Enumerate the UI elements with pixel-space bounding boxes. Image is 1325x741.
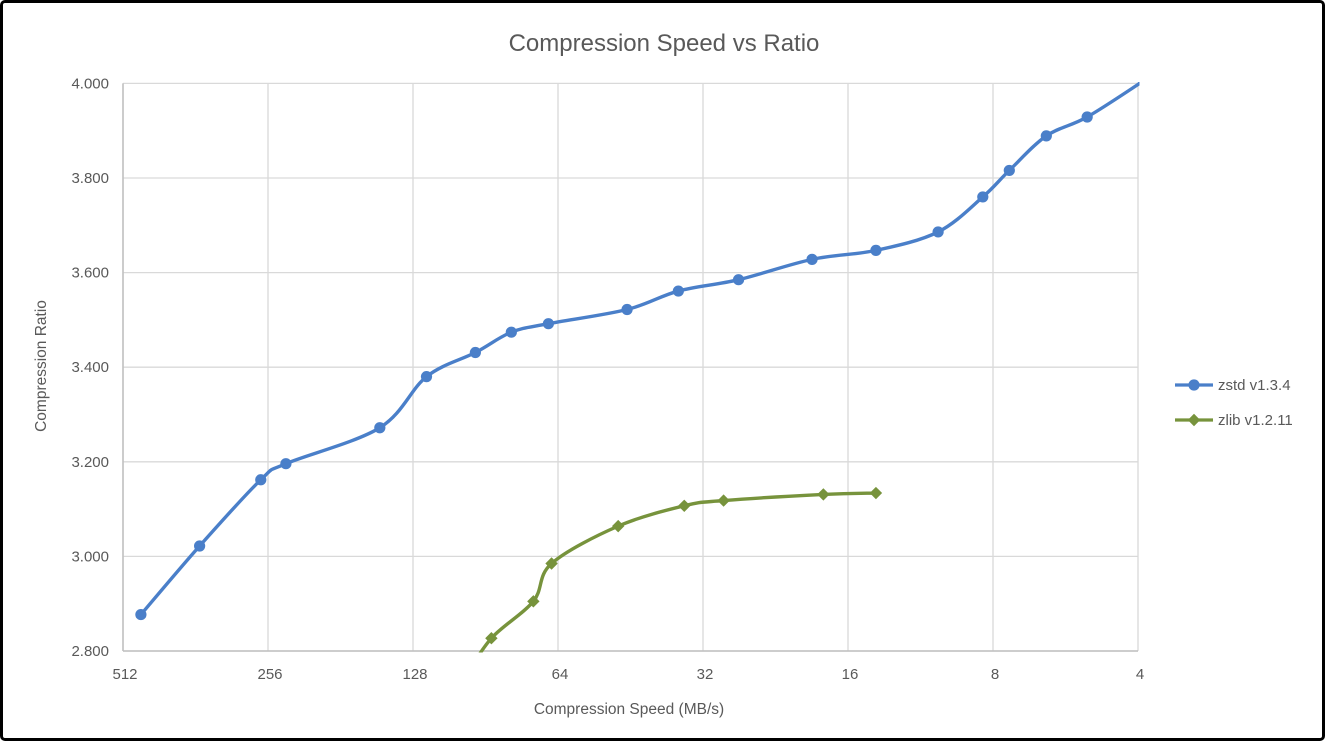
circle-marker-zstd [194,540,206,552]
circle-marker-zstd [1040,130,1052,142]
x-tick-label: 32 [697,666,714,683]
circle-marker-zstd [420,371,433,383]
gridlines-group [122,82,1139,652]
x-tick-label: 128 [402,666,427,683]
legend-item-zlib[interactable]: zlib v1.2.11 [1175,412,1293,429]
circle-marker-zstd [374,422,386,434]
circle-marker-zstd [135,608,147,621]
x-tick-label: 512 [112,666,137,683]
diamond-marker-zlib [869,486,883,500]
circle-marker-zstd [1081,111,1093,123]
axes-group [122,83,1138,652]
x-tick-label: 8 [991,666,999,683]
x-axis-title: Compression Speed (MB/s) [534,701,724,718]
chart-title: Compression Speed vs Ratio [509,30,820,57]
legend-item-zstd[interactable]: zstd v1.3.4 [1175,377,1291,394]
series-group [135,82,1140,684]
circle-marker-zstd [505,326,517,338]
y-tick-label: 3.800 [71,170,109,187]
diamond-marker-zlib [485,632,498,645]
legend-diamond-marker [1187,413,1201,427]
circle-marker-zstd [621,303,633,316]
circle-marker-zstd [672,285,684,297]
diamond-marker-zlib [717,494,730,507]
y-tick-label: 3.400 [71,359,109,376]
circle-marker-zstd [542,318,555,330]
circle-marker-zstd [977,191,989,203]
series-zlib [458,486,883,684]
tick-labels-group: 2.800 3.000 3.200 3.400 3.600 3.800 4.000 512 25… [71,75,1144,683]
x-tick-label: 64 [552,666,569,683]
legend-group: zstd v1.3.4 zlib v1.2.11 [1175,377,1293,429]
legend-label: zstd v1.3.4 [1218,377,1291,394]
y-tick-label: 3.600 [71,265,109,282]
diamond-marker-zlib [527,595,540,608]
diamond-marker-zlib [458,672,470,684]
circle-marker-zstd [255,474,267,486]
circle-marker-zstd [870,244,882,256]
y-tick-label: 4.000 [71,75,109,92]
series-line-zlib [478,491,878,653]
x-tick-label: 16 [842,666,859,683]
chart-svg: 2.800 3.000 3.200 3.400 3.600 3.800 4.000 512 25… [33,30,1293,718]
circle-marker-zstd [732,274,745,286]
legend-label: zlib v1.2.11 [1218,412,1293,429]
x-tick-label: 4 [1136,666,1144,683]
diamond-marker-zlib [545,557,558,570]
x-tick-label: 256 [257,666,282,683]
diamond-marker-zlib [678,499,691,512]
y-tick-label: 2.800 [71,643,109,660]
y-tick-label: 3.000 [71,548,109,565]
circle-marker-zstd [1003,164,1015,177]
circle-marker-zstd [932,226,944,238]
diamond-marker-zlib [817,488,830,501]
circle-marker-zstd [1137,82,1140,86]
diamond-marker-zlib [611,519,625,533]
legend-circle-marker [1188,379,1200,391]
circle-marker-zstd [280,458,292,470]
circle-marker-zstd [806,253,818,265]
circle-marker-zstd [469,346,481,359]
series-zstd [135,82,1140,621]
y-axis-title: Compression Ratio [33,300,50,432]
y-tick-label: 3.200 [71,454,109,471]
